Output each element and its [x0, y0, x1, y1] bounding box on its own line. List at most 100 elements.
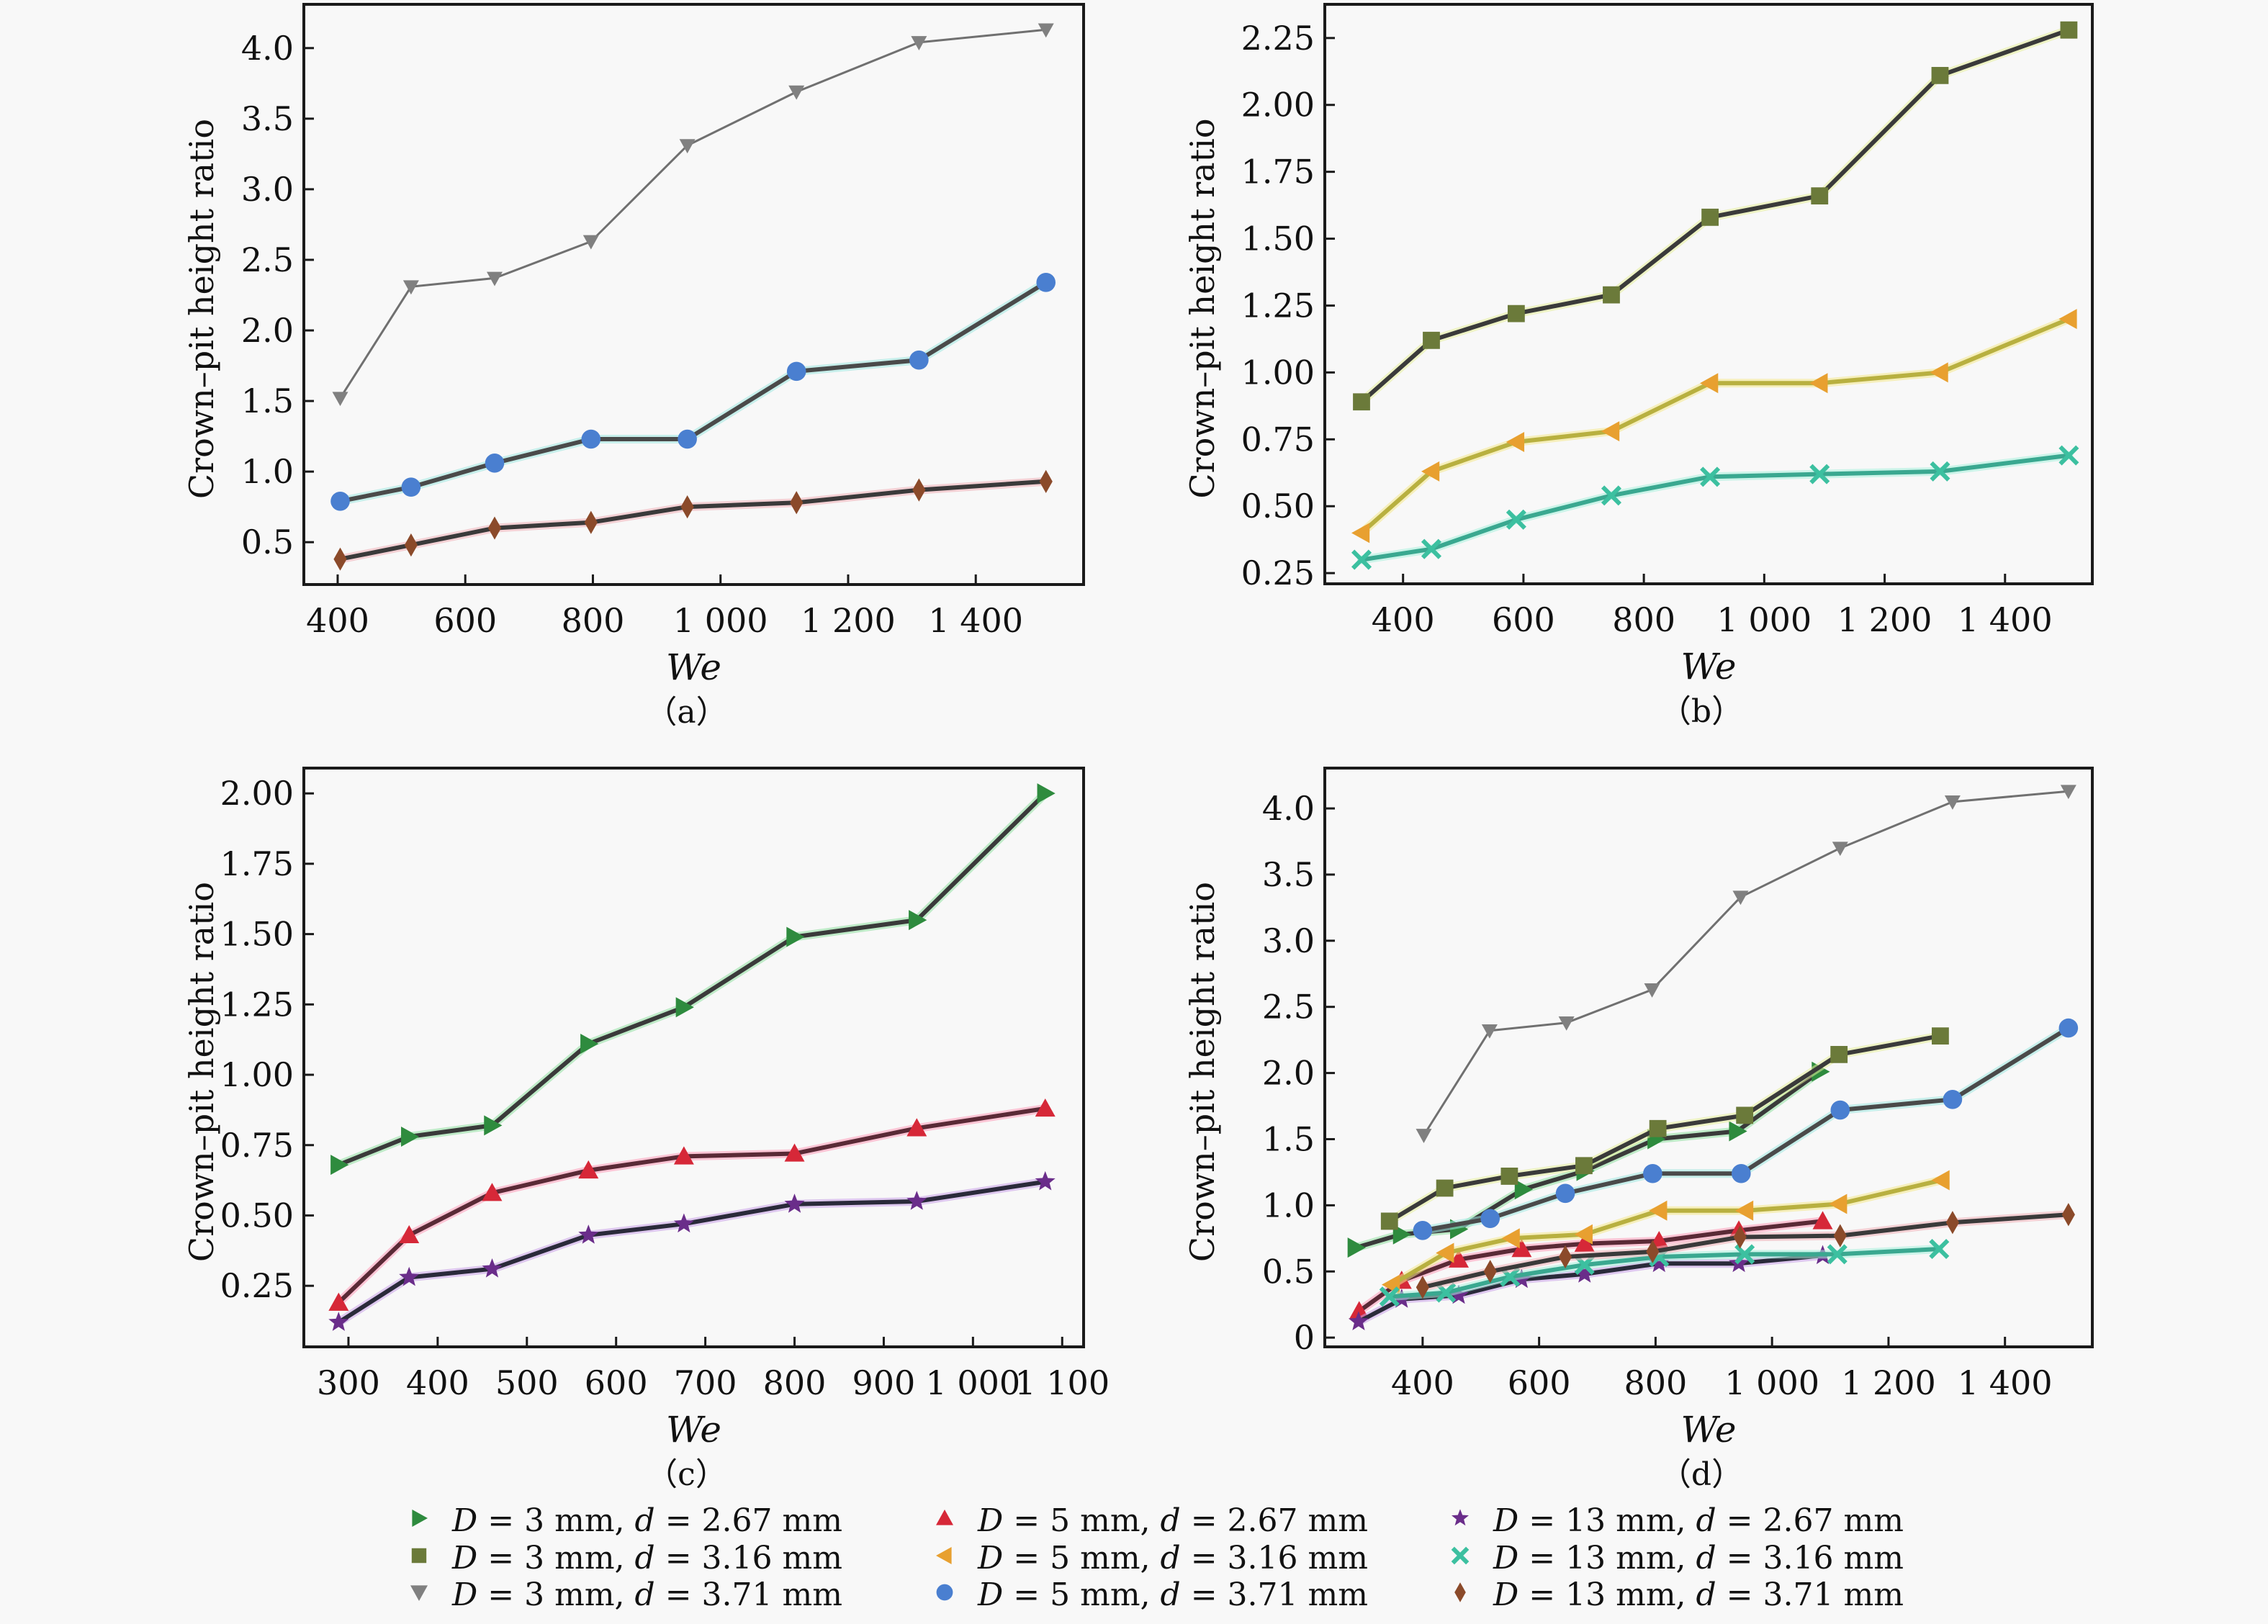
point-D5_d316-4 — [1649, 1200, 1668, 1221]
point-D3_d371-6 — [1944, 795, 1961, 810]
point-D5_d316-7 — [2058, 309, 2077, 330]
panel-b-xlabel: We — [1681, 646, 1737, 687]
point-D3_d371-7 — [2060, 785, 2076, 800]
point-D5_d316-5 — [1734, 1200, 1754, 1221]
panel-d-ylabel: Crown–pit height ratio — [1183, 882, 1222, 1262]
legend-item-D3_d316: D = 3 mm, d = 3.16 mm — [411, 1540, 842, 1576]
panel-d-ytick-label: 3.5 — [1262, 855, 1315, 894]
point-D13_d267-4 — [1574, 1263, 1595, 1283]
series-D5_d316-line — [1390, 1178, 1944, 1287]
point-D5_d371-6 — [1943, 1090, 1963, 1109]
panel-a-caption: （a） — [645, 694, 727, 731]
legend-marker-D3_d371 — [410, 1585, 428, 1601]
point-D3_d267-7 — [1037, 783, 1056, 804]
panel-b-ytick-label: 1.00 — [1241, 353, 1315, 392]
legend-label-D3_d371: D = 3 mm, d = 3.71 mm — [451, 1576, 842, 1613]
legend-marker-D3_d316 — [411, 1548, 427, 1564]
point-D13_d267-4 — [673, 1213, 694, 1233]
panel-c-ytick-label: 2.00 — [220, 774, 294, 813]
point-D3_d371-4 — [679, 139, 696, 154]
point-D5_d316-3 — [1601, 421, 1620, 442]
panel-a-ytick-label: 2.0 — [241, 311, 294, 350]
panel-a-xtick-label: 1 400 — [928, 601, 1023, 640]
point-D13_d371-5 — [1833, 1224, 1847, 1248]
point-D3_d316-2 — [1500, 1168, 1518, 1185]
point-D3_d316-0 — [1353, 393, 1370, 411]
point-D5_d267-5 — [784, 1143, 805, 1162]
panel-a-xtick-label: 1 200 — [801, 601, 896, 640]
panel-b-xtick-label: 600 — [1492, 600, 1555, 639]
point-D3_d267-6 — [909, 910, 927, 931]
point-D5_d267-0 — [328, 1292, 349, 1311]
panel-a-xtick-label: 600 — [433, 601, 497, 640]
panel-c-ytick-label: 0.75 — [220, 1126, 294, 1165]
legend-marker-D5_d316 — [936, 1547, 952, 1564]
point-D3_d371-3 — [1644, 983, 1660, 998]
point-D3_d316-5 — [1811, 187, 1829, 205]
point-D13_d371-7 — [1039, 469, 1053, 493]
panel-b-caption: （b） — [1660, 693, 1743, 730]
point-D3_d267-1 — [401, 1127, 420, 1147]
panel-b-xtick-label: 1 400 — [1958, 600, 2053, 639]
point-D3_d316-5 — [1736, 1106, 1754, 1124]
legend-item-D3_d371: D = 3 mm, d = 3.71 mm — [410, 1576, 842, 1613]
panel-c-plot-area — [328, 783, 1056, 1331]
panel-a-axes-frame — [302, 3, 1085, 586]
point-D5_d371-7 — [2058, 1018, 2079, 1038]
point-D5_d316-1 — [1436, 1242, 1454, 1263]
panel-a-xtick-label: 1 000 — [673, 601, 768, 640]
panel-d-xtick-label: 1 200 — [1841, 1363, 1936, 1402]
panel-b-ytick-label: 1.75 — [1241, 153, 1315, 191]
point-D13_d316-2 — [1506, 509, 1526, 530]
point-D5_d267-7 — [1035, 1098, 1056, 1117]
series-D3_d267-line — [1353, 1069, 1822, 1250]
legend-label-D13_d316: D = 13 mm, d = 3.16 mm — [1493, 1540, 1904, 1576]
point-D5_d371-7 — [1036, 273, 1056, 292]
series-D13_d316 — [1379, 1238, 1950, 1307]
panel-d-xtick-label: 600 — [1508, 1363, 1571, 1402]
panel-c-ytick-label: 1.75 — [220, 844, 294, 883]
legend-item-D13_d316: D = 13 mm, d = 3.16 mm — [1451, 1540, 1904, 1576]
panel-a-ytick-label: 4.0 — [241, 29, 294, 68]
point-D13_d371-7 — [2061, 1203, 2075, 1227]
series-D3_d371 — [332, 23, 1054, 407]
series-D3_d316 — [1380, 1027, 1949, 1230]
panel-d-ytick-label: 2.5 — [1262, 988, 1315, 1027]
point-D5_d267-3 — [1511, 1239, 1532, 1258]
point-D13_d316-6 — [1827, 1244, 1848, 1265]
point-D3_d371-4 — [1732, 890, 1749, 906]
panel-b-ytick-label: 0.75 — [1241, 420, 1315, 459]
point-D13_d371-0 — [333, 547, 347, 571]
point-D3_d316-6 — [1931, 66, 1949, 84]
series-D3_d316-line — [1387, 1034, 1943, 1224]
panel-d-chart: We （d） Crown–pit height ratio 400 600 800 1… — [1183, 767, 2094, 1493]
point-D13_d267-5 — [1649, 1253, 1670, 1273]
panel-c-ylabel: Crown–pit height ratio — [182, 882, 221, 1262]
panel-c-ytick-label: 1.50 — [220, 915, 294, 954]
legend-marker-D5_d267 — [936, 1510, 953, 1525]
series-D3_d316-line — [1359, 27, 2071, 405]
panel-c-axes-frame — [302, 767, 1085, 1348]
legend-label-D5_d267: D = 5 mm, d = 2.67 mm — [977, 1502, 1368, 1539]
series-D3_d371-line — [1423, 790, 2070, 1137]
point-D5_d316-1 — [1421, 461, 1440, 482]
point-D13_d316-4 — [1700, 466, 1721, 487]
panel-b-ytick-label: 2.25 — [1241, 19, 1315, 58]
point-D5_d371-4 — [1731, 1163, 1751, 1183]
point-D5_d316-2 — [1506, 432, 1525, 453]
panel-c-ytick-label: 0.25 — [220, 1266, 294, 1305]
point-D3_d267-5 — [786, 926, 805, 947]
panel-a-plot-area — [330, 23, 1056, 571]
point-D13_d371-1 — [1483, 1260, 1497, 1284]
panel-d-ytick-label: 3.0 — [1262, 921, 1315, 960]
point-D3_d267-3 — [580, 1034, 599, 1055]
point-D13_d267-5 — [784, 1194, 805, 1213]
panel-c-caption: （c） — [646, 1456, 727, 1493]
legend-label-D5_d371: D = 5 mm, d = 3.71 mm — [977, 1576, 1368, 1613]
panel-b-ytick-label: 2.00 — [1241, 86, 1315, 125]
point-D5_d267-4 — [673, 1146, 694, 1165]
point-D3_d316-7 — [1932, 1027, 1949, 1045]
point-D3_d267-3 — [1514, 1179, 1533, 1200]
panel-a-xtick-label: 800 — [562, 601, 625, 640]
